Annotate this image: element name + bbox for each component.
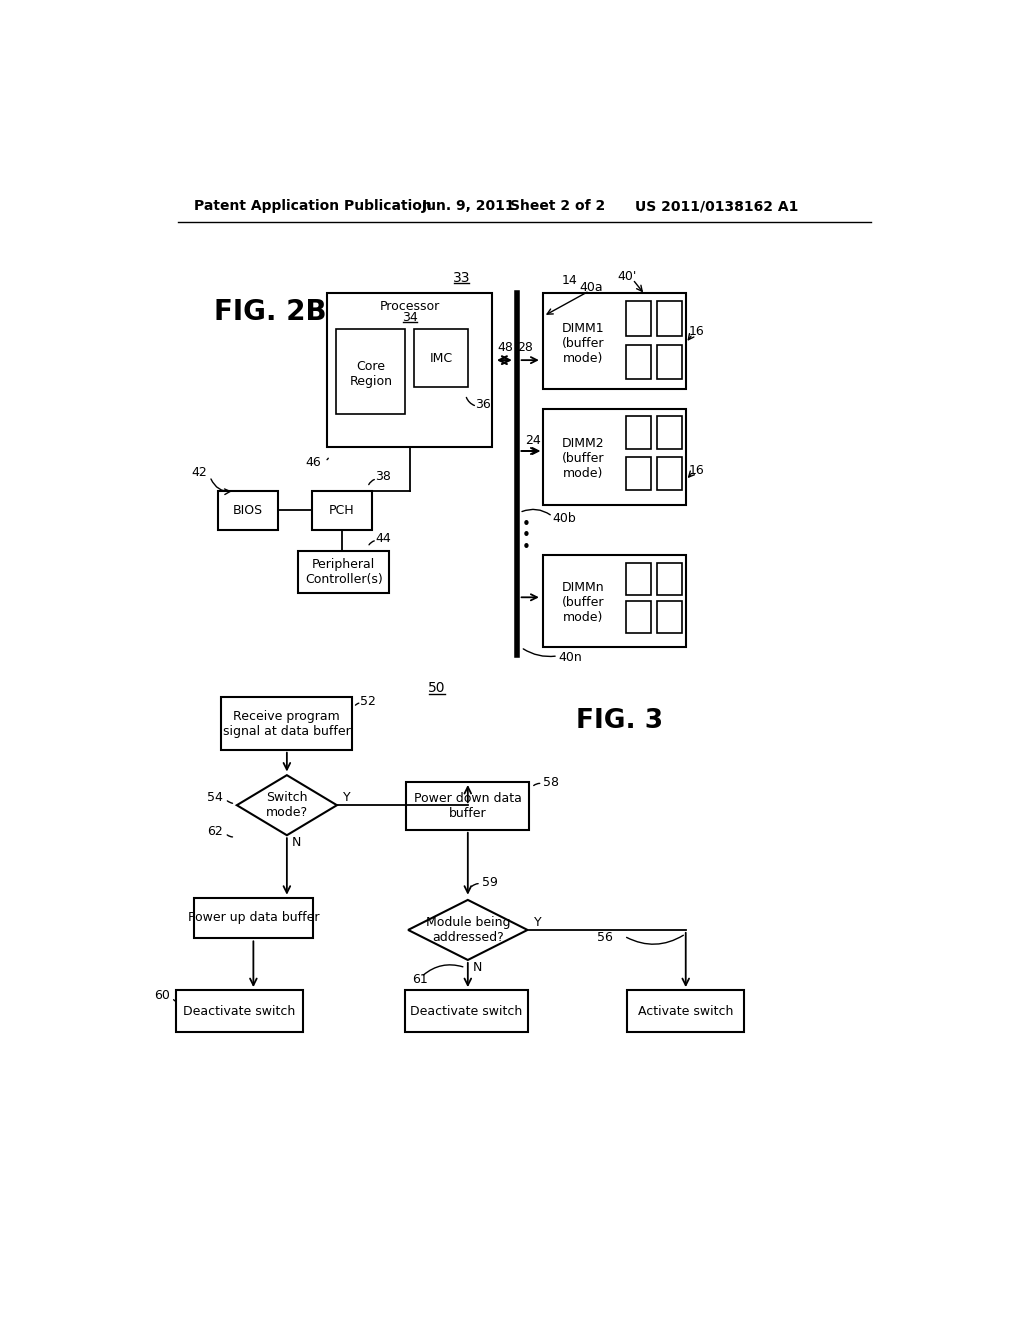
Text: Activate switch: Activate switch xyxy=(638,1005,733,1018)
Bar xyxy=(327,293,493,447)
Text: 56: 56 xyxy=(597,931,613,944)
Text: 33: 33 xyxy=(453,271,470,285)
Text: 40': 40' xyxy=(617,269,637,282)
Text: 46: 46 xyxy=(306,455,322,469)
Bar xyxy=(414,330,468,387)
Bar xyxy=(544,293,686,389)
Text: Deactivate switch: Deactivate switch xyxy=(411,1005,522,1018)
Text: Receive program
signal at data buffer: Receive program signal at data buffer xyxy=(223,710,351,738)
Text: DIMM2
(buffer
mode): DIMM2 (buffer mode) xyxy=(562,437,604,480)
Text: 42: 42 xyxy=(191,466,208,479)
Text: 24: 24 xyxy=(524,434,541,447)
Text: Deactivate switch: Deactivate switch xyxy=(183,1005,296,1018)
Bar xyxy=(544,554,686,647)
Bar xyxy=(657,416,682,449)
Text: 40a: 40a xyxy=(580,281,603,294)
Text: Sheet 2 of 2: Sheet 2 of 2 xyxy=(510,199,605,213)
Bar xyxy=(176,990,303,1032)
Text: •: • xyxy=(522,540,530,554)
Text: 58: 58 xyxy=(544,776,559,788)
Text: 40b: 40b xyxy=(553,512,577,525)
Bar xyxy=(221,697,352,750)
Bar xyxy=(627,457,651,490)
Text: Processor: Processor xyxy=(380,300,440,313)
Text: FIG. 3: FIG. 3 xyxy=(575,708,664,734)
Text: 44: 44 xyxy=(376,532,391,545)
Text: N: N xyxy=(472,961,482,974)
Bar xyxy=(627,301,651,335)
Text: •: • xyxy=(522,516,530,532)
Text: 62: 62 xyxy=(207,825,223,838)
Bar xyxy=(194,898,313,939)
Text: 54: 54 xyxy=(207,791,223,804)
Text: Power down data
buffer: Power down data buffer xyxy=(414,792,522,820)
Text: 16: 16 xyxy=(688,463,705,477)
Text: 61: 61 xyxy=(412,973,428,986)
Bar xyxy=(404,990,528,1032)
Text: PCH: PCH xyxy=(329,504,354,517)
Text: Peripheral
Controller(s): Peripheral Controller(s) xyxy=(305,558,383,586)
Text: Power up data buffer: Power up data buffer xyxy=(187,911,319,924)
Text: 34: 34 xyxy=(401,312,418,325)
Text: DIMM1
(buffer
mode): DIMM1 (buffer mode) xyxy=(562,322,604,364)
Bar xyxy=(544,409,686,506)
Bar xyxy=(298,552,389,594)
Bar xyxy=(407,781,529,830)
Text: Y: Y xyxy=(534,916,542,929)
Bar xyxy=(627,345,651,379)
Text: IMC: IMC xyxy=(429,352,453,366)
Bar xyxy=(627,562,651,595)
Text: 59: 59 xyxy=(481,875,498,888)
Bar xyxy=(311,491,372,529)
Text: 28: 28 xyxy=(517,342,532,354)
Text: Jun. 9, 2011: Jun. 9, 2011 xyxy=(422,199,515,213)
Text: N: N xyxy=(292,837,301,850)
Text: US 2011/0138162 A1: US 2011/0138162 A1 xyxy=(635,199,799,213)
Text: 52: 52 xyxy=(360,694,376,708)
Bar xyxy=(336,330,406,414)
Bar xyxy=(217,491,278,529)
Text: Module being
addressed?: Module being addressed? xyxy=(426,916,510,944)
Text: Core
Region: Core Region xyxy=(349,360,392,388)
Text: Y: Y xyxy=(343,791,350,804)
Bar xyxy=(657,562,682,595)
Text: Switch
mode?: Switch mode? xyxy=(266,791,308,820)
Text: •: • xyxy=(522,528,530,544)
Text: 60: 60 xyxy=(154,989,170,1002)
Bar xyxy=(627,416,651,449)
Text: 50: 50 xyxy=(428,681,445,696)
Text: 14: 14 xyxy=(561,273,578,286)
Text: FIG. 2B: FIG. 2B xyxy=(214,298,327,326)
Bar xyxy=(657,457,682,490)
Polygon shape xyxy=(237,775,337,836)
Text: DIMMn
(buffer
mode): DIMMn (buffer mode) xyxy=(562,581,604,624)
Polygon shape xyxy=(409,900,527,960)
Text: 36: 36 xyxy=(475,399,492,412)
Bar xyxy=(657,601,682,634)
Text: 16: 16 xyxy=(688,325,705,338)
Bar xyxy=(657,345,682,379)
Text: 40n: 40n xyxy=(559,651,583,664)
Bar xyxy=(627,601,651,634)
Bar xyxy=(628,990,744,1032)
Bar xyxy=(657,301,682,335)
Text: Patent Application Publication: Patent Application Publication xyxy=(194,199,431,213)
Text: 38: 38 xyxy=(376,470,391,483)
Text: 48: 48 xyxy=(497,342,513,354)
Text: BIOS: BIOS xyxy=(232,504,263,517)
